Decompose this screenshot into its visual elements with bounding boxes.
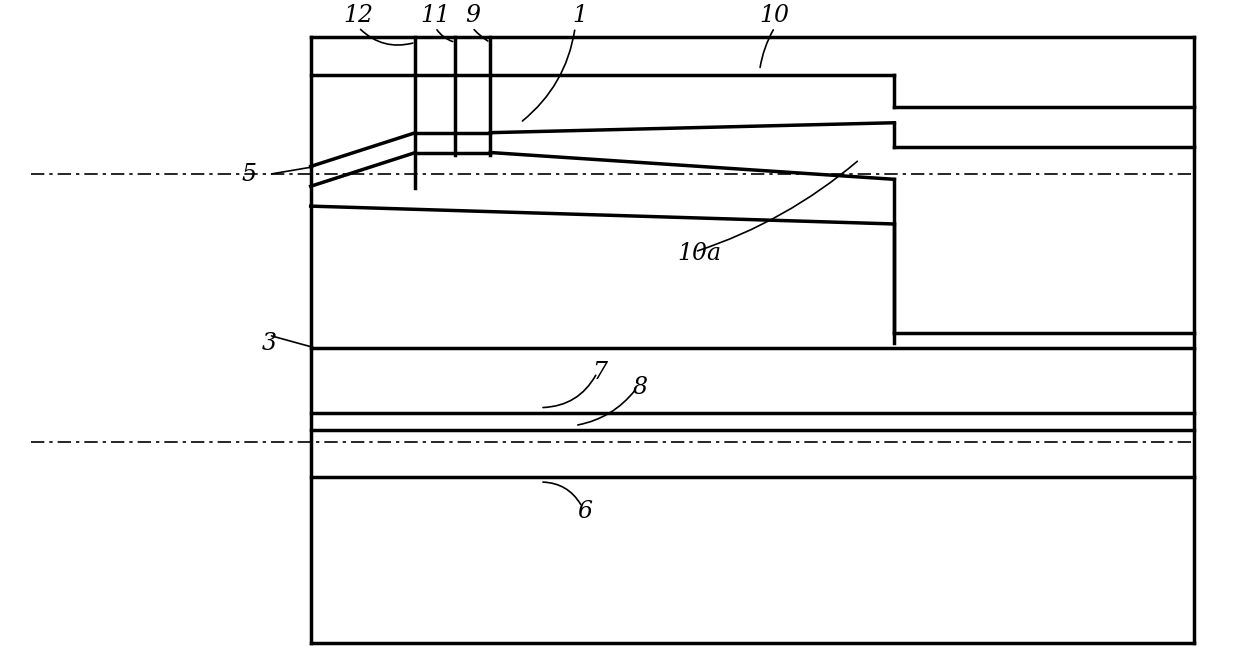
Text: 10a: 10a (678, 243, 722, 265)
Text: 9: 9 (465, 4, 479, 27)
Text: 1: 1 (572, 4, 587, 27)
Text: 11: 11 (420, 4, 451, 27)
Text: 6: 6 (577, 501, 592, 523)
Text: 10: 10 (760, 4, 789, 27)
Text: 3: 3 (261, 331, 276, 355)
Text: 12: 12 (343, 4, 374, 27)
Text: 5: 5 (242, 163, 256, 186)
Text: 7: 7 (592, 362, 607, 384)
Text: 8: 8 (632, 376, 648, 399)
